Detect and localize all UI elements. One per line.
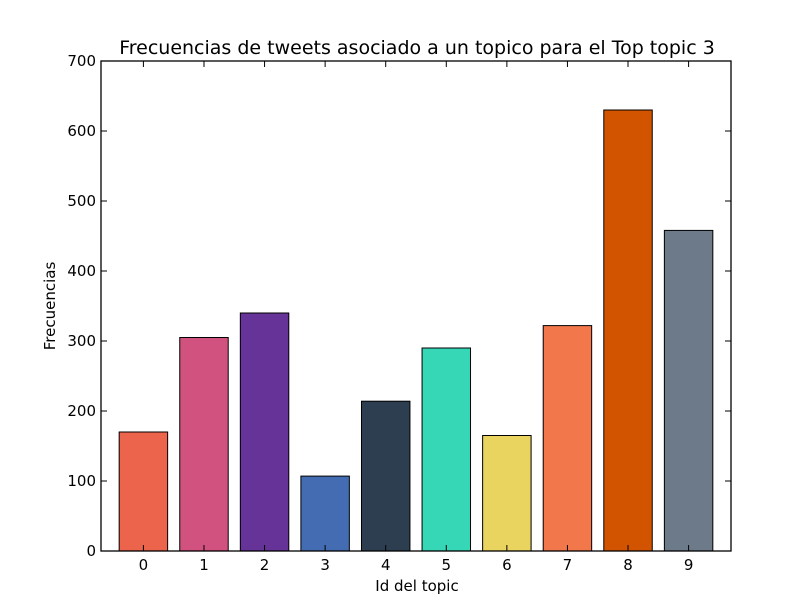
bar-topic-9 (663, 229, 714, 552)
y-tick-label: 100 (67, 472, 96, 490)
bar-topic-6 (482, 435, 532, 552)
y-tick-label: 400 (67, 262, 96, 280)
x-tick-label: 7 (563, 556, 573, 574)
bar-topic-0 (118, 431, 169, 552)
y-tick-label: 0 (86, 542, 96, 560)
bar-topic-3 (300, 475, 350, 552)
x-tick-label: 1 (199, 556, 209, 574)
bar-topic-7 (542, 325, 593, 552)
y-tick-label: 200 (67, 402, 96, 420)
y-tick-label: 500 (67, 192, 96, 210)
x-tick-label: 8 (623, 556, 633, 574)
x-tick-label: 6 (502, 556, 512, 574)
x-tick-label: 3 (320, 556, 330, 574)
y-tick-label: 600 (67, 122, 96, 140)
x-axis: 0 1 2 3 4 5 6 7 8 9 (139, 61, 694, 574)
y-axis: 0 100 200 300 400 500 600 700 (67, 52, 731, 560)
x-tick-label: 4 (381, 556, 391, 574)
x-tick-label: 0 (139, 556, 149, 574)
chart-title: Frecuencias de tweets asociado a un topi… (119, 37, 715, 59)
x-tick-label: 2 (260, 556, 270, 574)
bars-layer (118, 109, 714, 552)
bar-topic-2 (239, 312, 290, 552)
plot-frame (100, 60, 732, 552)
bar-topic-5 (421, 347, 472, 552)
x-tick-label: 9 (684, 556, 694, 574)
y-tick-label: 700 (67, 52, 96, 70)
bar-topic-8 (603, 109, 653, 552)
bar-topic-4 (360, 400, 411, 552)
x-tick-label: 5 (442, 556, 452, 574)
bar-topic-1 (179, 337, 229, 552)
x-axis-label: Id del topic (375, 577, 458, 595)
y-axis-label: Frecuencias (41, 262, 59, 351)
y-tick-label: 300 (67, 332, 96, 350)
